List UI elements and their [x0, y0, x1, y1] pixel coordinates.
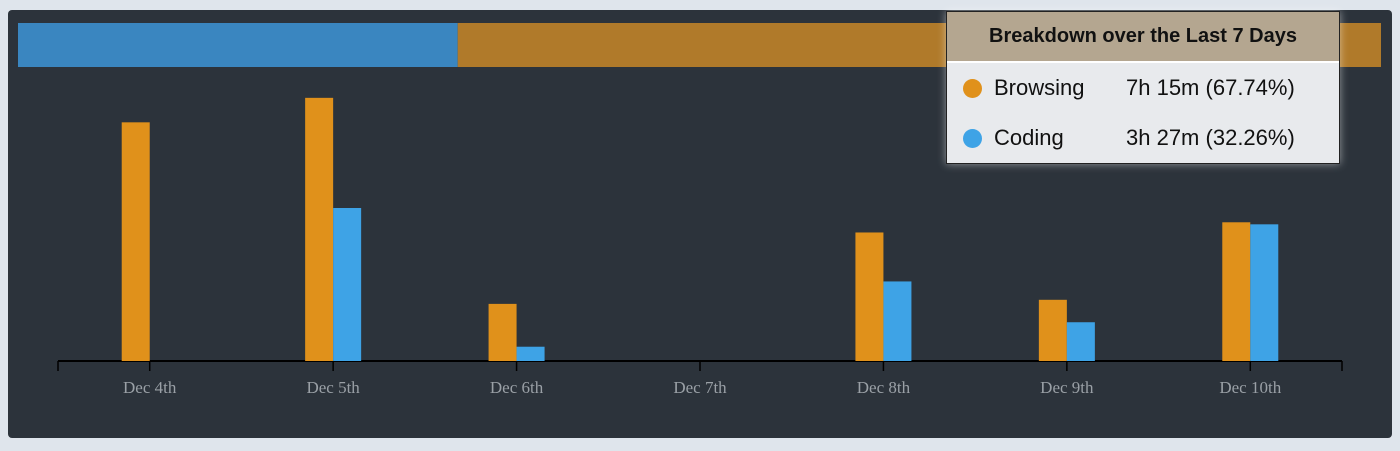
legend-label: Browsing — [994, 75, 1085, 100]
bar — [855, 232, 884, 361]
proportion-segment — [18, 23, 458, 67]
bar — [1038, 299, 1067, 361]
x-tick-label: Dec 7th — [673, 378, 727, 397]
legend-percent: (67.74%) — [1205, 75, 1295, 100]
x-tick-label: Dec 4th — [123, 378, 177, 397]
x-tick-label: Dec 8th — [857, 378, 911, 397]
x-tick-label: Dec 5th — [306, 378, 360, 397]
legend-percent: (32.26%) — [1205, 125, 1295, 150]
legend: Breakdown over the Last 7 Days Browsing 7… — [946, 11, 1340, 164]
legend-dot — [963, 128, 982, 148]
bar — [333, 208, 362, 361]
x-tick-label: Dec 9th — [1040, 378, 1094, 397]
legend-duration: 3h 27m — [1126, 125, 1200, 150]
legend-dot — [963, 78, 982, 98]
bar — [1222, 222, 1251, 361]
legend-duration: 7h 15m — [1126, 75, 1200, 100]
x-tick-label: Dec 6th — [490, 378, 544, 397]
legend-item: Browsing 7h 15m (67.74%) — [947, 63, 1339, 113]
legend-label: Coding — [994, 125, 1064, 150]
bar — [1066, 322, 1095, 361]
x-tick-label: Dec 10th — [1219, 378, 1281, 397]
bar — [305, 97, 334, 361]
bar — [1250, 224, 1279, 361]
legend-title: Breakdown over the Last 7 Days — [947, 12, 1339, 63]
legend-item: Coding 3h 27m (32.26%) — [947, 113, 1339, 163]
bar — [516, 346, 545, 361]
bar — [121, 122, 150, 361]
bar — [488, 303, 517, 361]
bar — [883, 281, 912, 361]
